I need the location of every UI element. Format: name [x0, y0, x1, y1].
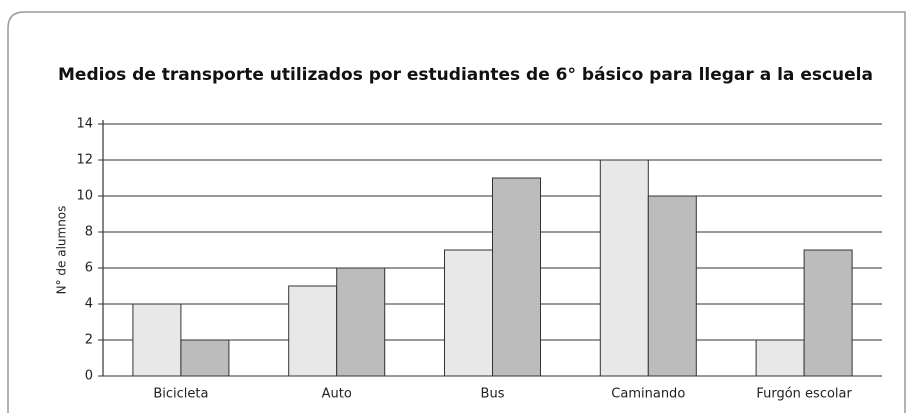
bar: [288, 285, 338, 377]
bar: [647, 195, 697, 377]
x-tick-label: Bus: [481, 387, 505, 402]
x-tick-label: Bicicleta: [153, 387, 208, 402]
bar: [599, 159, 649, 377]
y-tick-label: 0: [85, 369, 93, 384]
bar: [755, 339, 805, 377]
panel-border: [7, 11, 906, 413]
bar: [803, 249, 853, 377]
bar: [336, 267, 386, 377]
y-tick-label: 10: [76, 189, 93, 204]
x-tick-label: Auto: [322, 387, 352, 402]
y-tick-label: 14: [76, 117, 93, 132]
bar: [444, 249, 493, 377]
y-tick-label: 4: [85, 297, 93, 312]
x-tick-label: Furgón escolar: [756, 387, 852, 402]
chart-title: Medios de transporte utilizados por estu…: [58, 65, 873, 85]
y-tick-label: 8: [85, 225, 93, 240]
bar: [132, 303, 182, 377]
y-tick-label: 2: [85, 333, 93, 348]
x-tick-label: Caminando: [611, 387, 685, 402]
bar: [492, 177, 541, 377]
bar: [180, 339, 230, 377]
y-tick-label: 6: [85, 261, 93, 276]
y-tick-label: 12: [76, 153, 93, 168]
y-axis-label: N° de alumnos: [55, 206, 69, 295]
